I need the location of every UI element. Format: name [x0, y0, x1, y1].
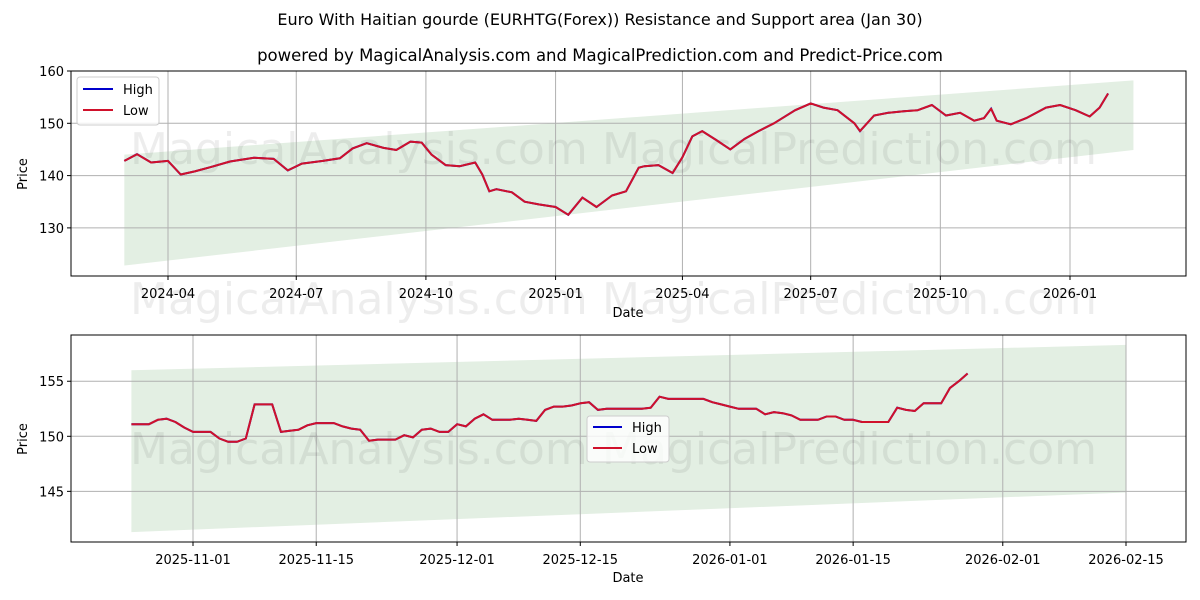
x-tick-label: 2026-01 [1043, 287, 1097, 302]
bottom-legend: High Low [586, 415, 670, 463]
legend-high-label: High [123, 83, 153, 98]
bottom-y-axis-label: Price [16, 423, 31, 455]
x-tick-label: 2024-07 [269, 287, 323, 302]
y-tick-label: 130 [39, 222, 64, 237]
bottom-x-axis: 2025-11-01 2025-11-15 2025-12-01 2025-12-15… [155, 542, 1164, 568]
top-legend: High Low [76, 76, 160, 126]
bottom-axes-frame [70, 334, 1187, 543]
x-tick-label: 2025-12-01 [419, 553, 495, 568]
y-tick-label: 150 [39, 430, 64, 445]
top-chart: MagicalAnalysis.com MagicalPrediction.co… [16, 65, 1187, 325]
y-tick-label: 155 [39, 375, 64, 390]
watermark-text: MagicalAnalysis.com [130, 274, 588, 325]
top-watermark: MagicalAnalysis.com MagicalPrediction.co… [130, 124, 1097, 325]
x-tick-label: 2026-01-15 [815, 553, 891, 568]
chart-title: Euro With Haitian gourde (EURHTG(Forex))… [277, 10, 923, 29]
y-tick-label: 145 [39, 485, 64, 500]
x-tick-label: 2025-10 [913, 287, 967, 302]
top-x-axis: 2024-04 2024-07 2024-10 2025-01 2025-04 2025-… [141, 276, 1097, 302]
top-y-axis: 130 140 150 160 [39, 65, 71, 237]
y-tick-label: 160 [39, 65, 64, 80]
top-x-axis-label: Date [612, 306, 643, 321]
x-tick-label: 2025-04 [655, 287, 709, 302]
y-tick-label: 150 [39, 117, 64, 132]
watermark-text: MagicalPrediction.com [602, 124, 1097, 175]
legend-high-label: High [632, 421, 662, 436]
x-tick-label: 2025-07 [784, 287, 838, 302]
watermark-text: MagicalPrediction.com [602, 424, 1097, 475]
bottom-chart: MagicalAnalysis.com MagicalPrediction.co… [16, 334, 1187, 586]
x-tick-label: 2025-11-01 [155, 553, 231, 568]
x-tick-label: 2024-04 [141, 287, 195, 302]
x-tick-label: 2025-12-15 [543, 553, 619, 568]
chart-subtitle: powered by MagicalAnalysis.com and Magic… [257, 46, 943, 65]
x-tick-label: 2025-11-15 [278, 553, 354, 568]
bottom-y-axis: 145 150 155 [39, 375, 71, 500]
top-y-axis-label: Price [16, 158, 31, 190]
y-tick-label: 140 [39, 170, 64, 185]
bottom-x-axis-label: Date [612, 571, 643, 586]
top-support-resistance-band [124, 80, 1134, 266]
top-low-line [123, 92, 1109, 216]
watermark-text: MagicalAnalysis.com [130, 124, 588, 175]
x-tick-label: 2025-01 [528, 287, 582, 302]
x-tick-label: 2026-02-15 [1088, 553, 1164, 568]
top-axes-frame [70, 70, 1187, 277]
legend-low-label: Low [123, 104, 149, 119]
x-tick-label: 2026-02-01 [965, 553, 1041, 568]
x-tick-label: 2024-10 [399, 287, 453, 302]
bottom-watermark: MagicalAnalysis.com MagicalPrediction.co… [130, 424, 1097, 475]
legend-low-label: Low [632, 442, 658, 457]
bottom-low-line [131, 372, 969, 443]
x-tick-label: 2026-01-01 [692, 553, 768, 568]
watermark-text: MagicalPrediction.com [602, 274, 1097, 325]
